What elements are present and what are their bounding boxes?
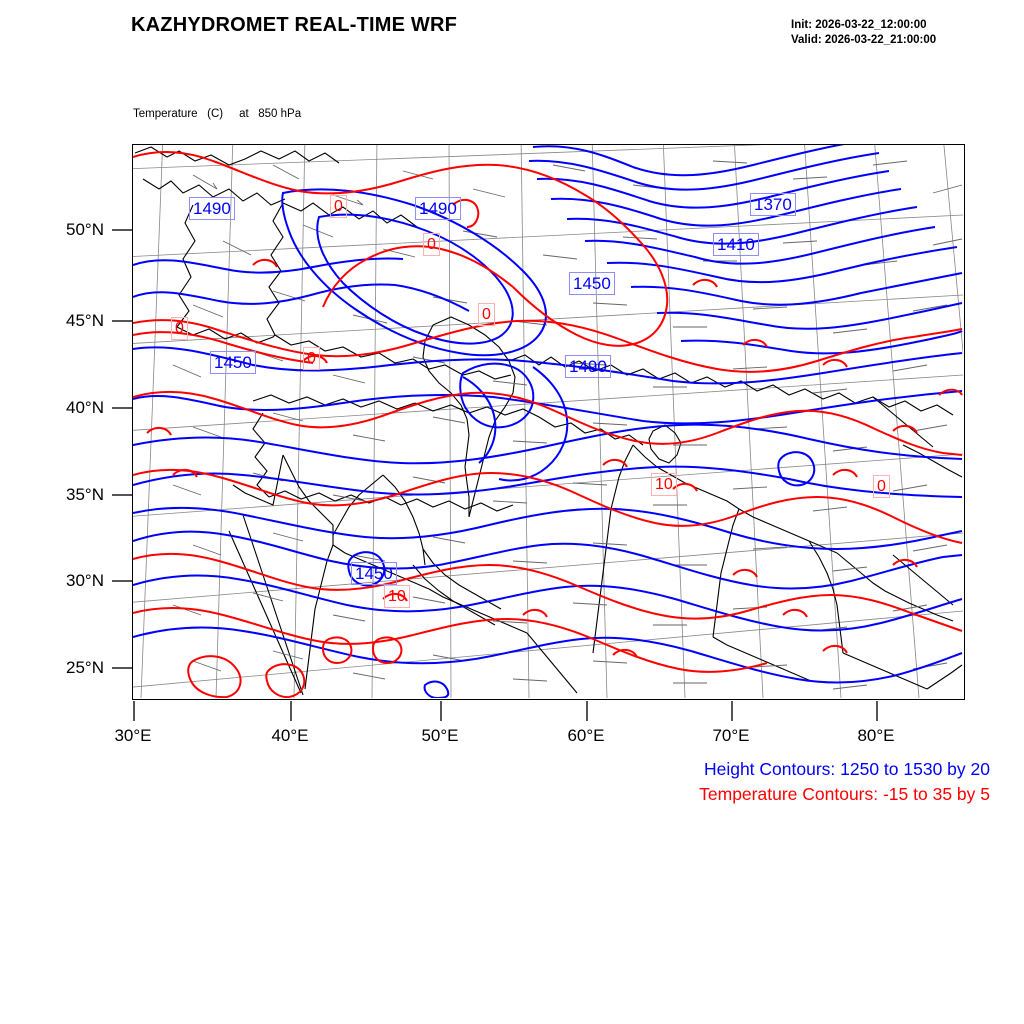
temperature-contour-label: 0 (303, 347, 320, 370)
height-contour-label: 1370 (750, 193, 796, 216)
x-axis-label-80e: 80°E (857, 726, 895, 745)
temperature-contour-label: 0 (330, 195, 347, 218)
x-tick-mark (133, 701, 135, 721)
y-axis-label-45n: 45°N (66, 311, 104, 330)
height-contour-label: 1490 (189, 197, 235, 220)
x-axis-label-60e: 60°E (567, 726, 605, 745)
y-tick-mark (112, 407, 132, 409)
x-axis-label-30e: 30°E (114, 726, 152, 745)
page-title: KAZHYDROMET REAL-TIME WRF (131, 14, 458, 36)
x-tick-mark (586, 701, 588, 721)
temperature-contour-label: 0 (423, 233, 440, 256)
run-info: Init: 2026-03-22_12:00:00 Valid: 2026-03… (791, 18, 936, 48)
y-tick-mark (112, 580, 132, 582)
y-axis-label-35n: 35°N (66, 485, 104, 504)
height-contour-label: 1410 (713, 233, 759, 256)
x-tick-mark (290, 701, 292, 721)
x-tick-mark (731, 701, 733, 721)
height-contour-label: 1450 (210, 351, 256, 374)
x-tick-mark (440, 701, 442, 721)
y-tick-mark (112, 229, 132, 231)
y-axis-label-30n: 30°N (66, 571, 104, 590)
temperature-contour-label: 0 (478, 303, 495, 326)
field-temperature: Temperature (C) at 850 hPa (133, 107, 302, 120)
map-plot-area[interactable]: 1490 1490 1370 1410 1450 1450 1490 1450 … (132, 144, 965, 700)
temperature-contours (133, 151, 963, 698)
temperature-contour-label: 10 (651, 473, 677, 496)
height-contour-label: 1490 (415, 197, 461, 220)
y-tick-mark (112, 494, 132, 496)
height-contour-label: 1450 (569, 272, 615, 295)
coastlines-borders (134, 146, 963, 696)
map-canvas (133, 145, 963, 698)
y-tick-mark (112, 667, 132, 669)
temperature-contour-label: 0 (171, 317, 188, 340)
height-contour-label: 1490 (565, 355, 611, 378)
contour-legend: Height Contours: 1250 to 1530 by 20 Temp… (0, 757, 990, 807)
height-contour-legend-text: Height Contours: 1250 to 1530 by 20 (703, 759, 990, 779)
height-contour-label: 1450 (351, 562, 397, 585)
temperature-contour-label: 10 (384, 585, 410, 608)
x-tick-mark (876, 701, 878, 721)
y-axis-label-25n: 25°N (66, 658, 104, 677)
x-axis-label-40e: 40°E (271, 726, 309, 745)
y-axis-label-40n: 40°N (66, 398, 104, 417)
valid-time-label: Valid: 2026-03-22_21:00:00 (791, 34, 937, 46)
x-axis-label-50e: 50°E (421, 726, 459, 745)
height-contours (133, 145, 963, 698)
y-tick-mark (112, 320, 132, 322)
x-axis-label-70e: 70°E (712, 726, 750, 745)
temperature-contour-legend-text: Temperature Contours: -15 to 35 by 5 (699, 784, 990, 804)
y-axis-label-50n: 50°N (66, 220, 104, 239)
temperature-contour-label: 0 (873, 475, 890, 498)
init-time-label: Init: 2026-03-22_12:00:00 (791, 19, 927, 31)
